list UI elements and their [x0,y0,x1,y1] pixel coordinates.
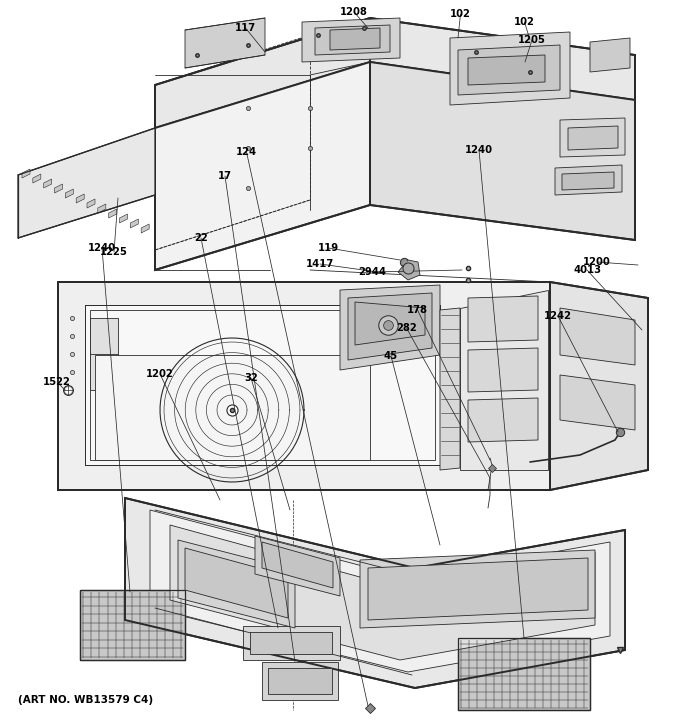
Text: 1202: 1202 [146,369,174,379]
Polygon shape [170,525,595,660]
Polygon shape [440,308,460,470]
Polygon shape [109,209,117,218]
Polygon shape [330,28,380,50]
Text: 1225: 1225 [100,247,128,257]
Polygon shape [262,542,333,588]
Polygon shape [555,165,622,195]
Text: 1208: 1208 [340,7,368,17]
Polygon shape [550,282,648,490]
Polygon shape [468,398,538,442]
Polygon shape [95,355,370,460]
Text: 102: 102 [450,9,471,19]
Text: 1205: 1205 [518,35,546,45]
Text: 117: 117 [235,23,256,33]
Polygon shape [90,318,118,390]
Polygon shape [125,498,625,688]
Polygon shape [568,126,618,150]
Polygon shape [460,290,548,470]
Text: 4013: 4013 [573,265,601,275]
Polygon shape [255,536,340,596]
Polygon shape [58,282,550,490]
Polygon shape [468,296,538,342]
Polygon shape [87,199,95,208]
Polygon shape [315,25,390,55]
Text: 282: 282 [396,323,417,333]
Polygon shape [458,45,560,95]
Text: 17: 17 [218,171,232,181]
Polygon shape [398,260,420,280]
Text: 1240: 1240 [465,145,493,155]
Text: 102: 102 [514,17,535,27]
Text: 45: 45 [384,351,398,361]
Polygon shape [243,626,340,660]
Text: 119: 119 [318,243,339,253]
Polygon shape [80,590,185,660]
Polygon shape [355,302,425,345]
Polygon shape [120,214,128,223]
Polygon shape [560,118,625,157]
Polygon shape [155,62,370,270]
Polygon shape [76,194,84,203]
Polygon shape [250,632,332,654]
Polygon shape [44,179,52,188]
Polygon shape [33,174,41,183]
Text: 178: 178 [407,305,428,315]
Text: 22: 22 [194,233,208,243]
Polygon shape [22,169,30,178]
Polygon shape [150,510,610,672]
Polygon shape [562,172,614,190]
Polygon shape [185,18,265,68]
Polygon shape [54,184,63,193]
Text: 1522: 1522 [43,377,71,387]
Polygon shape [368,558,588,620]
Polygon shape [268,668,332,694]
Polygon shape [560,375,635,430]
Polygon shape [141,224,149,233]
Polygon shape [468,348,538,392]
Polygon shape [65,189,73,198]
Polygon shape [458,638,590,710]
Polygon shape [302,18,400,62]
Polygon shape [348,293,432,360]
Polygon shape [590,38,630,72]
Text: 1240: 1240 [88,243,116,253]
Polygon shape [85,305,440,465]
Polygon shape [370,62,635,240]
Polygon shape [560,308,635,365]
Polygon shape [262,662,338,700]
Text: 2944: 2944 [358,267,386,277]
Polygon shape [18,128,155,238]
Text: 1242: 1242 [544,311,572,321]
Polygon shape [131,219,138,228]
Polygon shape [98,204,106,213]
Text: (ART NO. WB13579 C4): (ART NO. WB13579 C4) [18,695,153,705]
Text: 124: 124 [236,147,257,157]
Polygon shape [155,18,635,128]
Polygon shape [340,285,440,370]
Text: 32: 32 [244,373,258,383]
Polygon shape [468,55,545,85]
Polygon shape [450,32,570,105]
Polygon shape [185,548,288,618]
Text: 1200: 1200 [583,257,611,267]
Polygon shape [178,540,295,628]
Text: 1417: 1417 [306,259,335,269]
Polygon shape [360,550,595,628]
